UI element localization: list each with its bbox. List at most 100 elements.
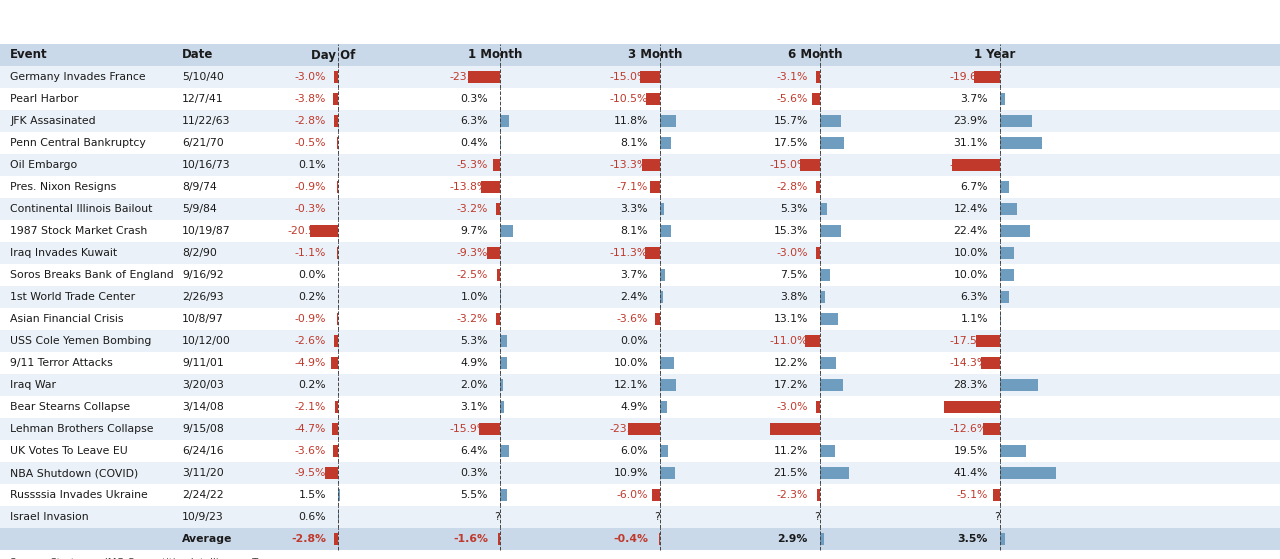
Text: Pearl Harbor: Pearl Harbor xyxy=(10,94,78,104)
Text: 3.3%: 3.3% xyxy=(621,204,648,214)
Text: 5.5%: 5.5% xyxy=(461,490,488,500)
Bar xyxy=(334,533,338,546)
Text: 6.3%: 6.3% xyxy=(461,116,488,126)
Bar xyxy=(334,335,338,347)
Text: 3.7%: 3.7% xyxy=(960,94,988,104)
Text: -19.6%: -19.6% xyxy=(950,72,988,82)
Bar xyxy=(325,467,338,480)
Text: -20.5%: -20.5% xyxy=(288,226,326,236)
Text: -10.5%: -10.5% xyxy=(609,94,648,104)
Bar xyxy=(813,93,820,106)
Bar xyxy=(1000,269,1014,281)
Text: 1.0%: 1.0% xyxy=(461,292,488,302)
Bar xyxy=(660,136,671,149)
Bar xyxy=(815,401,820,413)
Text: 1987 Stock Market Crash: 1987 Stock Market Crash xyxy=(10,226,147,236)
Text: 5.3%: 5.3% xyxy=(461,336,488,346)
Bar xyxy=(1000,136,1042,149)
Bar xyxy=(820,312,837,325)
Bar xyxy=(660,115,676,127)
Text: -11.3%: -11.3% xyxy=(609,248,648,258)
Text: Iraq War: Iraq War xyxy=(10,380,56,390)
Bar xyxy=(333,93,338,106)
Text: JFK Assasinated: JFK Assasinated xyxy=(10,116,96,126)
Text: 4.9%: 4.9% xyxy=(461,358,488,368)
Text: -14.3%: -14.3% xyxy=(950,358,988,368)
Text: -3.6%: -3.6% xyxy=(294,446,326,456)
Bar xyxy=(500,444,508,457)
Text: Source: Strategas, IMG Competitive Intelligence Team: Source: Strategas, IMG Competitive Intel… xyxy=(10,558,278,559)
Text: Continental Illinois Bailout: Continental Illinois Bailout xyxy=(10,204,152,214)
Bar xyxy=(334,115,338,127)
Text: -3.0%: -3.0% xyxy=(777,402,808,412)
Text: NBA Shutdown (COVID): NBA Shutdown (COVID) xyxy=(10,468,138,478)
Text: 12.2%: 12.2% xyxy=(773,358,808,368)
Bar xyxy=(1000,378,1038,391)
Bar xyxy=(660,401,667,413)
Bar xyxy=(1000,181,1009,193)
Bar xyxy=(498,533,500,546)
Bar xyxy=(0,352,1280,374)
Text: USS Cole Yemen Bombing: USS Cole Yemen Bombing xyxy=(10,336,151,346)
Text: 0.0%: 0.0% xyxy=(298,270,326,280)
Text: 10/19/87: 10/19/87 xyxy=(182,226,230,236)
Bar xyxy=(820,291,826,304)
Text: 10/8/97: 10/8/97 xyxy=(182,314,224,324)
Text: Russssia Invades Ukraine: Russssia Invades Ukraine xyxy=(10,490,147,500)
Bar xyxy=(500,489,507,501)
Bar xyxy=(643,159,660,172)
Bar xyxy=(815,70,820,83)
Text: -15.9%: -15.9% xyxy=(449,424,488,434)
Text: 3/11/20: 3/11/20 xyxy=(182,468,224,478)
Bar xyxy=(332,357,338,369)
Bar xyxy=(0,396,1280,418)
Text: -17.5%: -17.5% xyxy=(950,336,988,346)
Bar xyxy=(0,528,1280,550)
Text: Soros Breaks Bank of England: Soros Breaks Bank of England xyxy=(10,270,174,280)
Bar xyxy=(952,159,1000,172)
Bar xyxy=(655,312,660,325)
Text: 6.4%: 6.4% xyxy=(461,446,488,456)
Text: 0.3%: 0.3% xyxy=(461,94,488,104)
Text: 6.0%: 6.0% xyxy=(621,446,648,456)
Bar xyxy=(660,225,671,238)
Bar xyxy=(0,308,1280,330)
Bar xyxy=(640,70,660,83)
Text: Average: Average xyxy=(182,534,233,544)
Text: 10.9%: 10.9% xyxy=(613,468,648,478)
Text: 5/10/40: 5/10/40 xyxy=(182,72,224,82)
Text: -15.0%: -15.0% xyxy=(769,160,808,170)
Bar xyxy=(1000,225,1030,238)
Text: 0.1%: 0.1% xyxy=(298,160,326,170)
Text: 2/26/93: 2/26/93 xyxy=(182,292,224,302)
Text: -2.8%: -2.8% xyxy=(291,534,326,544)
Text: 15.3%: 15.3% xyxy=(773,226,808,236)
Bar xyxy=(0,440,1280,462)
Text: -5.1%: -5.1% xyxy=(956,490,988,500)
Text: 0.4%: 0.4% xyxy=(461,138,488,148)
Text: -7.1%: -7.1% xyxy=(617,182,648,192)
Text: Germany Invades France: Germany Invades France xyxy=(10,72,146,82)
Bar xyxy=(0,418,1280,440)
Bar xyxy=(0,66,1280,88)
Bar xyxy=(805,335,820,347)
Bar xyxy=(1000,115,1032,127)
Bar xyxy=(660,444,668,457)
Text: 2.0%: 2.0% xyxy=(461,380,488,390)
Text: 10.0%: 10.0% xyxy=(954,248,988,258)
Text: 10/12/00: 10/12/00 xyxy=(182,336,230,346)
Bar xyxy=(820,202,827,215)
Text: -12.6%: -12.6% xyxy=(950,424,988,434)
Bar xyxy=(817,181,820,193)
Text: -23.4%: -23.4% xyxy=(609,424,648,434)
Text: -5.6%: -5.6% xyxy=(777,94,808,104)
Bar xyxy=(479,423,500,435)
Bar xyxy=(468,70,500,83)
Text: -5.3%: -5.3% xyxy=(457,160,488,170)
Text: -3.2%: -3.2% xyxy=(457,204,488,214)
Text: 10/16/73: 10/16/73 xyxy=(182,160,230,170)
Text: 12.4%: 12.4% xyxy=(954,204,988,214)
Bar xyxy=(0,484,1280,506)
Text: 6.3%: 6.3% xyxy=(960,292,988,302)
Bar xyxy=(660,202,664,215)
